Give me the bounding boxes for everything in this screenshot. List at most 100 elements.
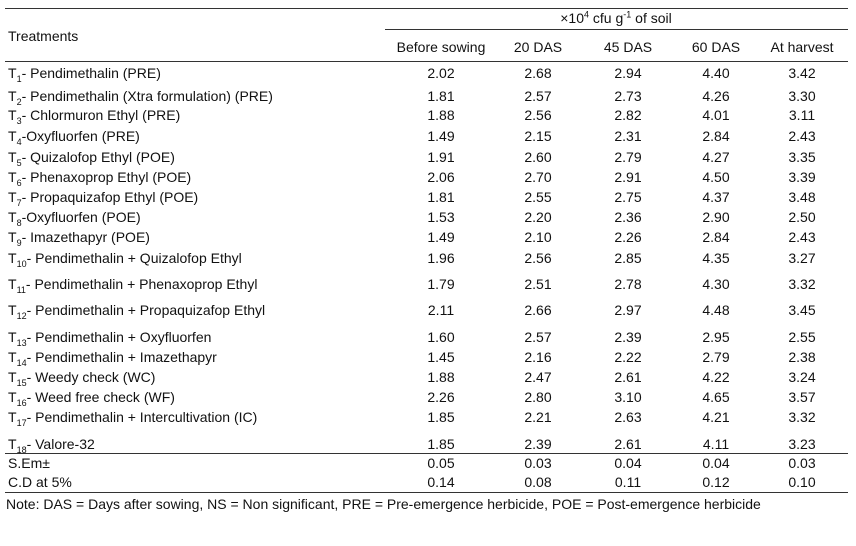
column-header: Treatments: [8, 28, 79, 44]
cell-value: 4.48: [702, 302, 730, 318]
cell-value: 2.43: [788, 229, 816, 245]
cell-value: 4.30: [702, 276, 730, 292]
cell-value: 1.81: [427, 88, 455, 104]
treatment-index: 18: [16, 444, 27, 455]
cell-value: 1.45: [427, 349, 455, 365]
cell-value: 2.73: [614, 88, 642, 104]
treatment-index: 10: [16, 258, 27, 269]
cell-value: 4.40: [702, 65, 730, 81]
rule: [385, 29, 848, 30]
cell-value: 2.50: [788, 209, 816, 225]
cell-value: 2.60: [524, 149, 552, 165]
cell-value: 2.56: [524, 250, 552, 266]
cell-value: 4.01: [702, 107, 730, 123]
treatment-index: 2: [16, 96, 22, 107]
treatment-index: 4: [16, 136, 22, 147]
treatment-name: -Oxyfluorfen (PRE): [21, 128, 140, 144]
cell-value: 1.49: [427, 128, 455, 144]
treatment-label: T7- Propaquizafop Ethyl (POE): [8, 188, 199, 207]
cell-value: 2.82: [614, 107, 642, 123]
stat-value: 0.03: [524, 455, 552, 471]
rule: [5, 453, 848, 454]
rule: [5, 492, 848, 493]
treatment-label: T8-Oxyfluorfen (POE): [8, 208, 141, 228]
cell-value: 1.85: [427, 436, 455, 452]
cell-value: 2.61: [614, 369, 642, 385]
treatment-name: - Propaquizafop Ethyl (POE): [21, 189, 199, 205]
cell-value: 3.11: [788, 107, 816, 123]
treatment-label: T15- Weedy check (WC): [8, 368, 156, 387]
cell-value: 3.24: [788, 369, 816, 385]
treatment-index: 17: [16, 417, 27, 428]
stat-value: 0.10: [788, 474, 816, 490]
treatment-code: T: [8, 229, 17, 245]
treatment-code: T: [8, 250, 17, 266]
cell-value: 4.50: [702, 169, 730, 185]
treatment-label: T12- Pendimethalin + Propaquizafop Ethyl: [8, 301, 265, 321]
cell-value: 2.84: [702, 128, 730, 144]
stat-value: 0.04: [614, 455, 642, 471]
unit-text: cfu g: [589, 10, 624, 26]
cell-value: 4.37: [702, 189, 730, 205]
treatment-label: T10- Pendimethalin + Quizalofop Ethyl: [8, 249, 242, 269]
cell-value: 2.20: [524, 209, 552, 225]
treatment-name: - Weedy check (WC): [26, 369, 156, 385]
cell-value: 2.51: [524, 276, 552, 292]
treatment-label: T3- Chlormuron Ethyl (PRE): [8, 106, 181, 125]
cell-value: 2.63: [614, 409, 642, 425]
treatment-name: - Chlormuron Ethyl (PRE): [21, 107, 181, 123]
cell-value: 2.26: [427, 389, 455, 405]
cell-value: 2.79: [702, 349, 730, 365]
treatment-index: 5: [16, 157, 22, 168]
cell-value: 4.22: [702, 369, 730, 385]
cell-value: 2.85: [614, 250, 642, 266]
treatment-name: - Phenaxoprop Ethyl (POE): [21, 169, 192, 185]
cell-value: 2.94: [614, 65, 642, 81]
treatment-name: -Oxyfluorfen (POE): [21, 209, 141, 225]
treatment-label: T14- Pendimethalin + Imazethapyr: [8, 348, 217, 367]
treatment-code: T: [8, 128, 17, 144]
column-header: At harvest: [770, 39, 834, 55]
stat-value: 0.04: [702, 455, 730, 471]
treatment-code: T: [8, 369, 17, 385]
stat-value: 0.11: [614, 474, 642, 490]
treatment-index: 13: [16, 337, 27, 348]
treatment-index: 12: [16, 310, 27, 321]
treatment-name: - Pendimethalin + Quizalofop Ethyl: [26, 250, 242, 266]
cell-value: 1.85: [427, 409, 455, 425]
cell-value: 1.60: [427, 329, 455, 345]
cell-value: 2.84: [702, 229, 730, 245]
stat-value: 0.12: [702, 474, 730, 490]
cell-value: 3.39: [788, 169, 816, 185]
cell-value: 2.02: [427, 65, 455, 81]
treatment-code: T: [8, 276, 17, 292]
treatment-index: 8: [16, 217, 22, 228]
cell-value: 3.32: [788, 276, 816, 292]
cell-value: 3.48: [788, 189, 816, 205]
treatment-index: 1: [16, 73, 22, 84]
treatment-label: T2- Pendimethalin (Xtra formulation) (PR…: [8, 87, 273, 107]
treatment-name: - Valore-32: [26, 436, 95, 452]
cell-value: 2.26: [614, 229, 642, 245]
cell-value: 2.97: [614, 302, 642, 318]
cell-value: 2.10: [524, 229, 552, 245]
treatment-code: T: [8, 349, 17, 365]
treatment-name: - Weed free check (WF): [26, 389, 175, 405]
treatment-label: T5- Quizalofop Ethyl (POE): [8, 148, 175, 168]
cell-value: 3.57: [788, 389, 816, 405]
cell-value: 2.79: [614, 149, 642, 165]
cell-value: 2.95: [702, 329, 730, 345]
treatment-name: - Pendimethalin + Oxyfluorfen: [26, 329, 212, 345]
treatment-code: T: [8, 169, 17, 185]
unit-text: of soil: [631, 10, 672, 26]
treatment-code: T: [8, 149, 17, 165]
rule: [5, 61, 848, 62]
cell-value: 4.11: [702, 436, 730, 452]
treatment-label: T17- Pendimethalin + Intercultivation (I…: [8, 408, 257, 428]
unit-header: ×104 cfu g-1 of soil: [560, 9, 672, 27]
treatment-index: 16: [16, 397, 27, 408]
cell-value: 3.35: [788, 149, 816, 165]
cell-value: 2.70: [524, 169, 552, 185]
cell-value: 2.47: [524, 369, 552, 385]
